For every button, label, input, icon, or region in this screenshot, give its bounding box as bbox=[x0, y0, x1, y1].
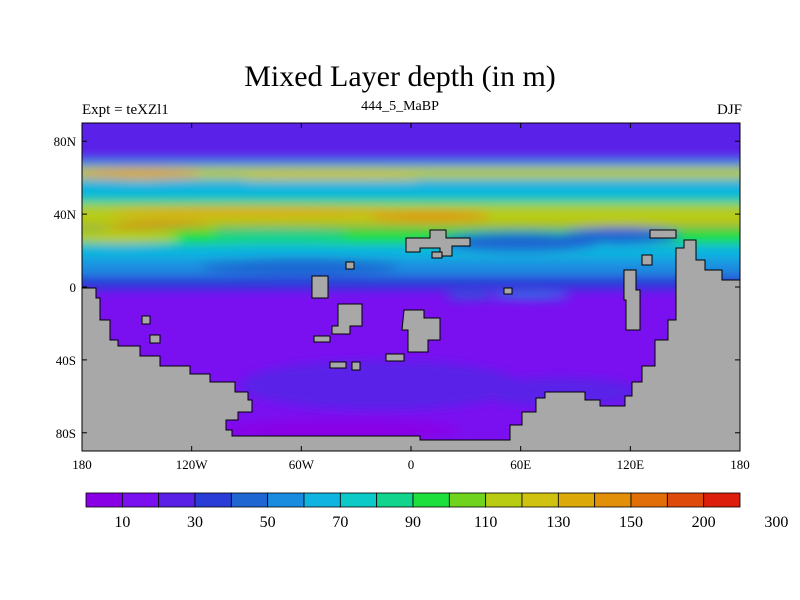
colorbar-label: 300 bbox=[764, 514, 788, 531]
colorbar-swatch bbox=[339, 492, 378, 508]
colorbar-label: 70 bbox=[332, 514, 348, 531]
colorbar-swatch bbox=[485, 492, 523, 508]
experiment-label: Expt = teXZl1 bbox=[82, 102, 169, 118]
colorbar: 1030507090110130150200300500 bbox=[85, 492, 788, 531]
colorbar-swatch bbox=[630, 492, 668, 508]
colorbar-swatch bbox=[521, 492, 559, 508]
land-mask bbox=[82, 229, 740, 451]
colorbar-swatch bbox=[703, 492, 741, 508]
y-tick-label: 80N bbox=[54, 134, 77, 149]
colorbar-swatch bbox=[121, 492, 160, 508]
colorbar-swatch bbox=[412, 492, 450, 508]
colorbar-label: 30 bbox=[187, 514, 203, 531]
colorbar-swatch bbox=[666, 492, 705, 508]
colorbar-label: 110 bbox=[474, 514, 497, 531]
colorbar-swatch bbox=[594, 492, 632, 508]
x-tick-label: 180 bbox=[72, 457, 92, 472]
colorbar-swatch bbox=[376, 492, 414, 508]
colorbar-label: 200 bbox=[692, 514, 716, 531]
colorbar-swatch bbox=[230, 492, 269, 508]
y-axis: 80N 40N 0 40S 80S bbox=[54, 134, 740, 441]
y-tick-label: 80S bbox=[56, 426, 76, 441]
colorbar-swatch bbox=[448, 492, 487, 508]
colorbar-swatch bbox=[267, 492, 305, 508]
x-axis: 180 120W 60W 0 60E 120E 180 bbox=[72, 123, 750, 472]
season-label: DJF bbox=[716, 102, 742, 118]
x-tick-label: 120E bbox=[617, 457, 645, 472]
colorbar-swatch bbox=[85, 492, 123, 508]
y-tick-label: 40S bbox=[56, 353, 76, 368]
colorbar-label: 10 bbox=[114, 514, 130, 531]
x-tick-label: 0 bbox=[408, 457, 415, 472]
colorbar-label: 90 bbox=[405, 514, 421, 531]
colorbar-label: 150 bbox=[619, 514, 643, 531]
x-tick-label: 180 bbox=[730, 457, 750, 472]
colorbar-swatch bbox=[194, 492, 232, 508]
colorbar-swatch bbox=[303, 492, 341, 508]
colorbar-swatch bbox=[557, 492, 596, 508]
x-tick-label: 120W bbox=[176, 457, 209, 472]
colorbar-swatch bbox=[158, 492, 196, 508]
ocean-field bbox=[82, 123, 740, 451]
period-label: 444_5_MaBP bbox=[361, 99, 439, 114]
y-tick-label: 0 bbox=[70, 280, 77, 295]
x-tick-label: 60W bbox=[289, 457, 315, 472]
y-tick-label: 40N bbox=[54, 207, 77, 222]
colorbar-label: 50 bbox=[260, 514, 276, 531]
x-tick-label: 60E bbox=[510, 457, 531, 472]
chart-title: Mixed Layer depth (in m) bbox=[244, 60, 556, 93]
colorbar-label: 130 bbox=[546, 514, 570, 531]
